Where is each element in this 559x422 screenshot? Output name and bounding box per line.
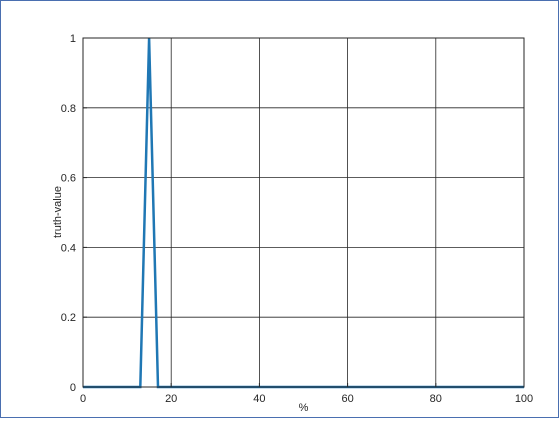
x-tick-label: 40 (253, 393, 265, 405)
y-tick-label: 0 (70, 382, 76, 394)
y-tick-label: 0.4 (61, 242, 76, 254)
axes-box (82, 37, 525, 388)
x-axis-label: % (299, 402, 309, 414)
x-tick-label: 100 (515, 393, 533, 405)
tick-layer: 0 20 40 60 80 100 0 0.2 0.4 0.6 0.8 1 (61, 33, 533, 405)
x-tick-label: 60 (341, 393, 353, 405)
y-tick-label: 1 (70, 33, 76, 45)
x-tick-label: 80 (430, 393, 442, 405)
plot-area (83, 38, 524, 387)
x-tick-label: 20 (165, 393, 177, 405)
y-axis-label: truth-value (52, 186, 64, 238)
x-tick-label: 0 (80, 393, 86, 405)
y-tick-label: 0.2 (61, 312, 76, 324)
y-tick-label: 0.8 (61, 103, 76, 115)
y-tick-label: 0.6 (61, 173, 76, 185)
